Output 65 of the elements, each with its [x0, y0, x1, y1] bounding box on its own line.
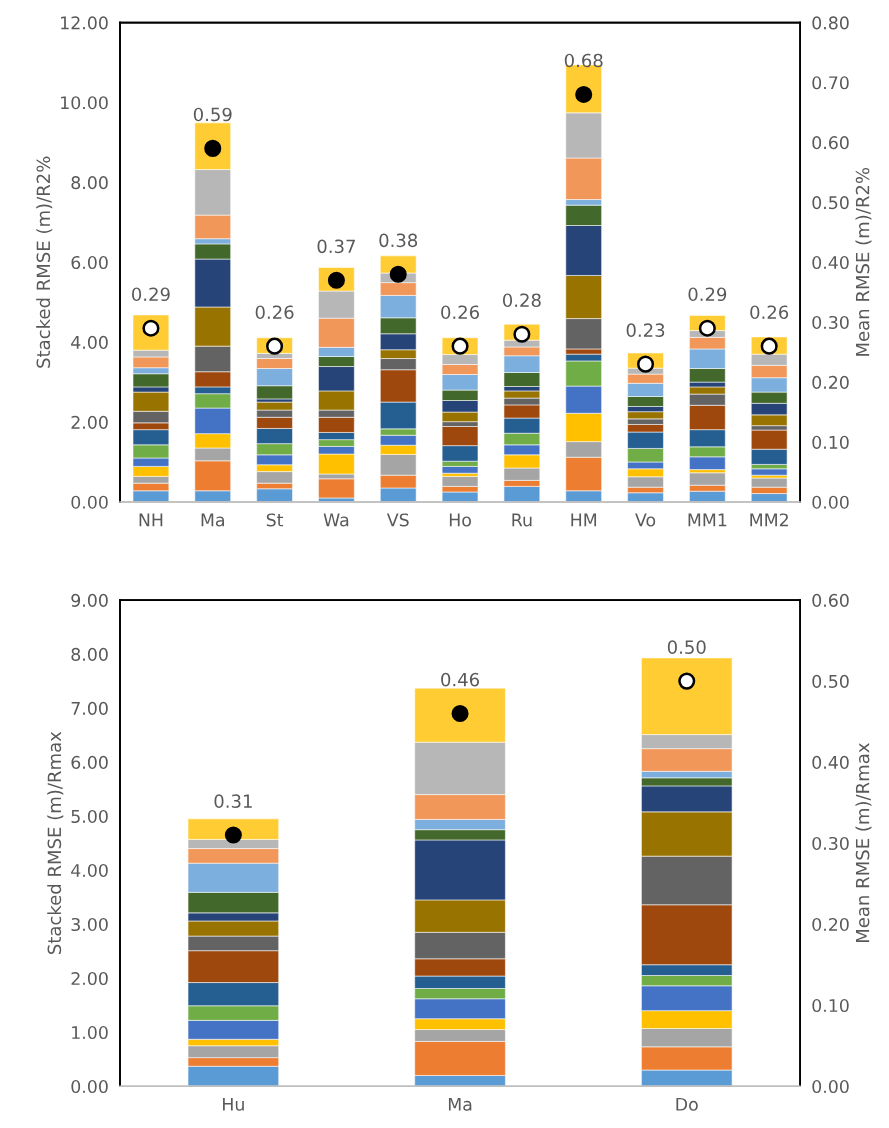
y2-tick-label: 0.50	[812, 196, 849, 210]
y-tick-label: 8.00	[71, 647, 108, 661]
data-label: 0.26	[255, 305, 294, 320]
data-label: 0.37	[317, 239, 355, 254]
y-tick-label: 1.00	[72, 1025, 108, 1040]
y2-tick-label: 0.40	[812, 255, 849, 270]
y-tick-label: 12.00	[61, 16, 108, 30]
data-label: 0.23	[626, 323, 665, 338]
x-tick-label: Vo	[635, 513, 656, 527]
y2-tick-label: 0.30	[812, 836, 849, 851]
data-label: 0.46	[441, 672, 480, 687]
y2-tick-label: 0.80	[812, 16, 849, 30]
x-tick-label: NH	[139, 513, 163, 527]
x-tick-label: Do	[676, 1097, 698, 1111]
x-tick-label: Ma	[201, 513, 224, 527]
y2-tick-label: 0.30	[812, 315, 849, 330]
y2-tick-label: 0.00	[812, 495, 849, 509]
x-tick-label: VS	[386, 513, 409, 527]
y2-tick-label: 0.10	[812, 998, 849, 1013]
y-tick-label: 10.00	[61, 96, 108, 110]
data-label: 0.31	[214, 794, 252, 808]
y2-tick-label: 0.20	[812, 375, 849, 389]
y-tick-label: 0.00	[71, 1079, 108, 1094]
y-axis-title: Stacked RMSE (m)/R2%	[36, 156, 53, 368]
data-label: 0.59	[193, 107, 232, 122]
x-tick-label: Ma	[448, 1097, 472, 1111]
y-tick-label: 6.00	[71, 755, 108, 769]
y2-tick-label: 0.60	[812, 136, 849, 150]
data-label: 0.29	[132, 287, 170, 302]
y-tick-label: 7.00	[71, 701, 108, 715]
x-tick-label: MM1	[688, 513, 727, 527]
data-label: 0.26	[750, 305, 789, 320]
y2-tick-label: 0.00	[812, 1079, 849, 1094]
y2-axis-title: Mean RMSE (m)/R2%	[855, 167, 872, 356]
y-tick-label: 2.00	[71, 971, 108, 986]
y-tick-label: 8.00	[71, 176, 108, 190]
y2-axis-title: Mean RMSE (m)/Rmax	[855, 743, 872, 943]
x-tick-label: St	[266, 513, 284, 527]
y-tick-label: 9.00	[71, 593, 108, 607]
x-tick-label: MM2	[750, 513, 788, 527]
x-tick-label: Hu	[223, 1097, 244, 1111]
y-tick-label: 2.00	[71, 415, 108, 429]
y-tick-label: 3.00	[71, 917, 108, 932]
data-label: 0.38	[379, 233, 418, 248]
x-tick-label: Wa	[323, 513, 349, 527]
data-label: 0.29	[688, 287, 727, 302]
y-tick-label: 6.00	[71, 255, 108, 270]
y2-tick-label: 0.10	[812, 435, 849, 449]
x-tick-label: Ru	[512, 513, 532, 527]
y2-tick-label: 0.20	[812, 917, 849, 932]
y-axis-title: Stacked RMSE (m)/Rmax	[47, 731, 64, 954]
data-label: 0.50	[667, 640, 706, 655]
y-tick-label: 4.00	[71, 335, 108, 349]
data-label: 0.26	[441, 305, 480, 320]
y2-tick-label: 0.40	[812, 755, 849, 769]
y2-tick-label: 0.70	[812, 76, 849, 90]
data-label: 0.28	[502, 293, 541, 308]
x-tick-label: Ho	[449, 513, 471, 527]
data-label: 0.68	[564, 53, 603, 68]
y-tick-label: 4.00	[71, 863, 108, 878]
x-tick-label: HM	[571, 513, 597, 527]
y-tick-label: 0.00	[71, 495, 108, 509]
y2-tick-label: 0.50	[812, 674, 849, 688]
y2-tick-label: 0.60	[812, 593, 849, 607]
y-tick-label: 5.00	[71, 809, 108, 824]
